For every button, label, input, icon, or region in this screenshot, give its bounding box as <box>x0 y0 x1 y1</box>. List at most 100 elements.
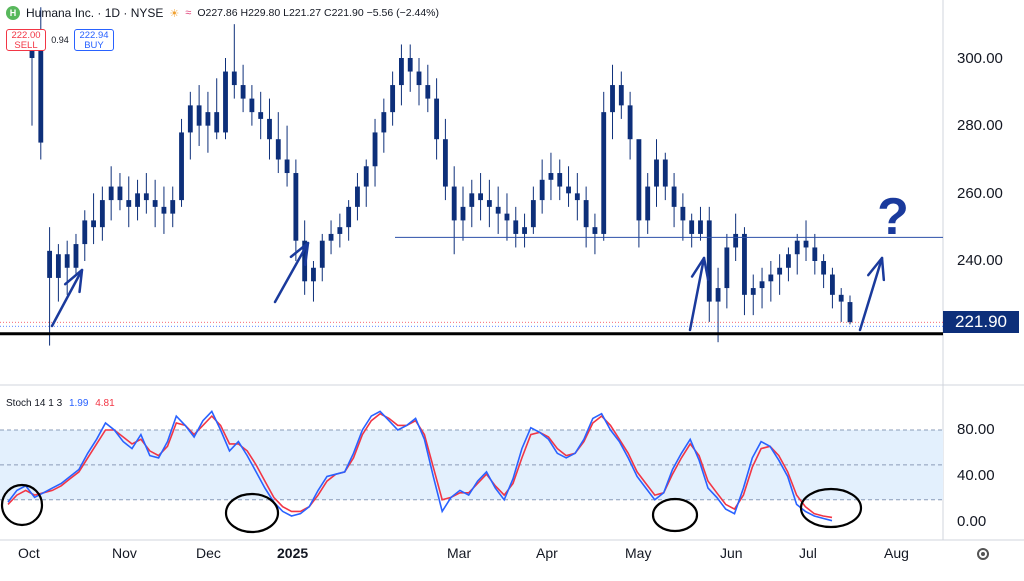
candle-body <box>495 206 501 214</box>
trend-arrow-1 <box>50 268 84 328</box>
arrow-head <box>866 256 886 282</box>
symbol-label[interactable]: Humana Inc. · 1D · NYSE <box>26 6 164 20</box>
candle-body <box>214 112 220 133</box>
oversold-circle-2 <box>224 492 280 534</box>
stoch-k-line <box>7 410 833 522</box>
candle-body <box>179 132 184 201</box>
candle-body <box>275 139 281 160</box>
candle-body <box>574 193 580 201</box>
candle-body <box>662 159 668 187</box>
x-tick-jun: Jun <box>720 545 743 561</box>
candle-body <box>205 112 211 126</box>
x-tick-aug: Aug <box>884 545 909 561</box>
candle-body <box>689 220 695 234</box>
candle-body <box>645 186 651 221</box>
candle-body <box>91 220 96 228</box>
candle-body <box>363 166 369 187</box>
oversold-circle-4 <box>799 487 863 529</box>
arrow-head <box>63 268 84 294</box>
candle-body <box>654 159 659 187</box>
candle-body <box>618 85 624 106</box>
candle-body <box>99 200 105 228</box>
stoch-tick-0: 0.00 <box>957 513 987 530</box>
stoch-tick-80: 80.00 <box>957 421 995 438</box>
candle-body <box>548 173 554 180</box>
candle-body <box>117 186 123 201</box>
candle-body <box>328 233 334 241</box>
arrow-shaft <box>858 256 884 332</box>
candle-body <box>187 105 193 133</box>
candle-body <box>636 139 642 221</box>
arrow-head <box>289 241 310 267</box>
x-tick-mar: Mar <box>447 545 472 561</box>
candle-body <box>829 274 835 295</box>
oversold-circle-3 <box>651 497 699 533</box>
candle-body <box>706 220 712 302</box>
candle-body <box>803 240 809 248</box>
trend-arrow-3 <box>688 256 710 332</box>
x-tick-jul: Jul <box>799 545 817 561</box>
candle-body <box>513 220 519 234</box>
candle-body <box>671 186 677 207</box>
candle-body <box>390 85 396 113</box>
candle-body <box>258 112 264 119</box>
candle-body <box>170 200 176 214</box>
candle-body <box>223 71 228 133</box>
y-tick-260: 260.00 <box>957 185 1003 202</box>
candle-body <box>777 267 783 275</box>
candle-body <box>768 274 774 282</box>
candle-body <box>355 186 360 207</box>
candle-body <box>73 244 79 268</box>
candle-body <box>152 200 158 207</box>
trade-panel: 222.00 SELL 0.94 222.94 BUY <box>6 29 114 51</box>
candle-body <box>557 173 563 187</box>
ohlc-values: O227.86 H229.80 L221.27 C221.90 −5.56 (−… <box>197 7 439 19</box>
candle-body <box>108 186 114 201</box>
spread-value: 0.94 <box>51 35 69 45</box>
candle-body <box>592 227 598 234</box>
sun-icon: ☀ <box>169 7 180 20</box>
candle-body <box>742 233 747 295</box>
candle-body <box>416 71 422 86</box>
settings-icon[interactable] <box>977 548 989 560</box>
candle-body <box>82 220 88 245</box>
candle-body <box>715 288 721 302</box>
candle-body <box>451 186 457 221</box>
candle-body <box>434 98 440 140</box>
arrow-shaft <box>273 241 310 304</box>
candle-body <box>55 254 61 278</box>
chart-header: H Humana Inc. · 1D · NYSE ☀ ≈ O227.86 H2… <box>6 6 439 20</box>
trend-arrow-4 <box>858 256 886 332</box>
candle-body <box>724 247 730 289</box>
candle-body <box>372 132 378 167</box>
candle-body <box>143 193 149 201</box>
stoch-label[interactable]: Stoch 14 1 3 <box>6 398 63 409</box>
buy-price: 222.94 <box>79 30 109 41</box>
arrow-shaft <box>688 256 706 332</box>
sell-price: 222.00 <box>11 30 41 41</box>
stoch-header: Stoch 14 1 3 1.99 4.81 <box>6 398 115 409</box>
candle-body <box>284 159 290 174</box>
candle-body <box>847 302 853 323</box>
sell-button[interactable]: 222.00 SELL <box>6 29 46 51</box>
candle-body <box>610 85 615 113</box>
x-tick-apr: Apr <box>536 545 558 561</box>
x-tick-nov: Nov <box>112 545 137 561</box>
candle-body <box>126 200 132 207</box>
candle-body <box>161 206 167 214</box>
wave-icon: ≈ <box>185 7 192 19</box>
candle-body <box>522 227 527 234</box>
candle-body <box>337 227 343 234</box>
buy-button[interactable]: 222.94 BUY <box>74 29 114 51</box>
candle-body <box>786 254 791 268</box>
candle-body <box>381 112 387 133</box>
candle-body <box>812 247 818 261</box>
candle-body <box>460 206 466 221</box>
buy-label: BUY <box>84 40 104 51</box>
stoch-tick-40: 40.00 <box>957 467 995 484</box>
x-tick-may: May <box>625 545 652 561</box>
candle-body <box>530 200 536 228</box>
candle-body <box>293 173 299 241</box>
stoch-d-value: 4.81 <box>95 398 115 409</box>
